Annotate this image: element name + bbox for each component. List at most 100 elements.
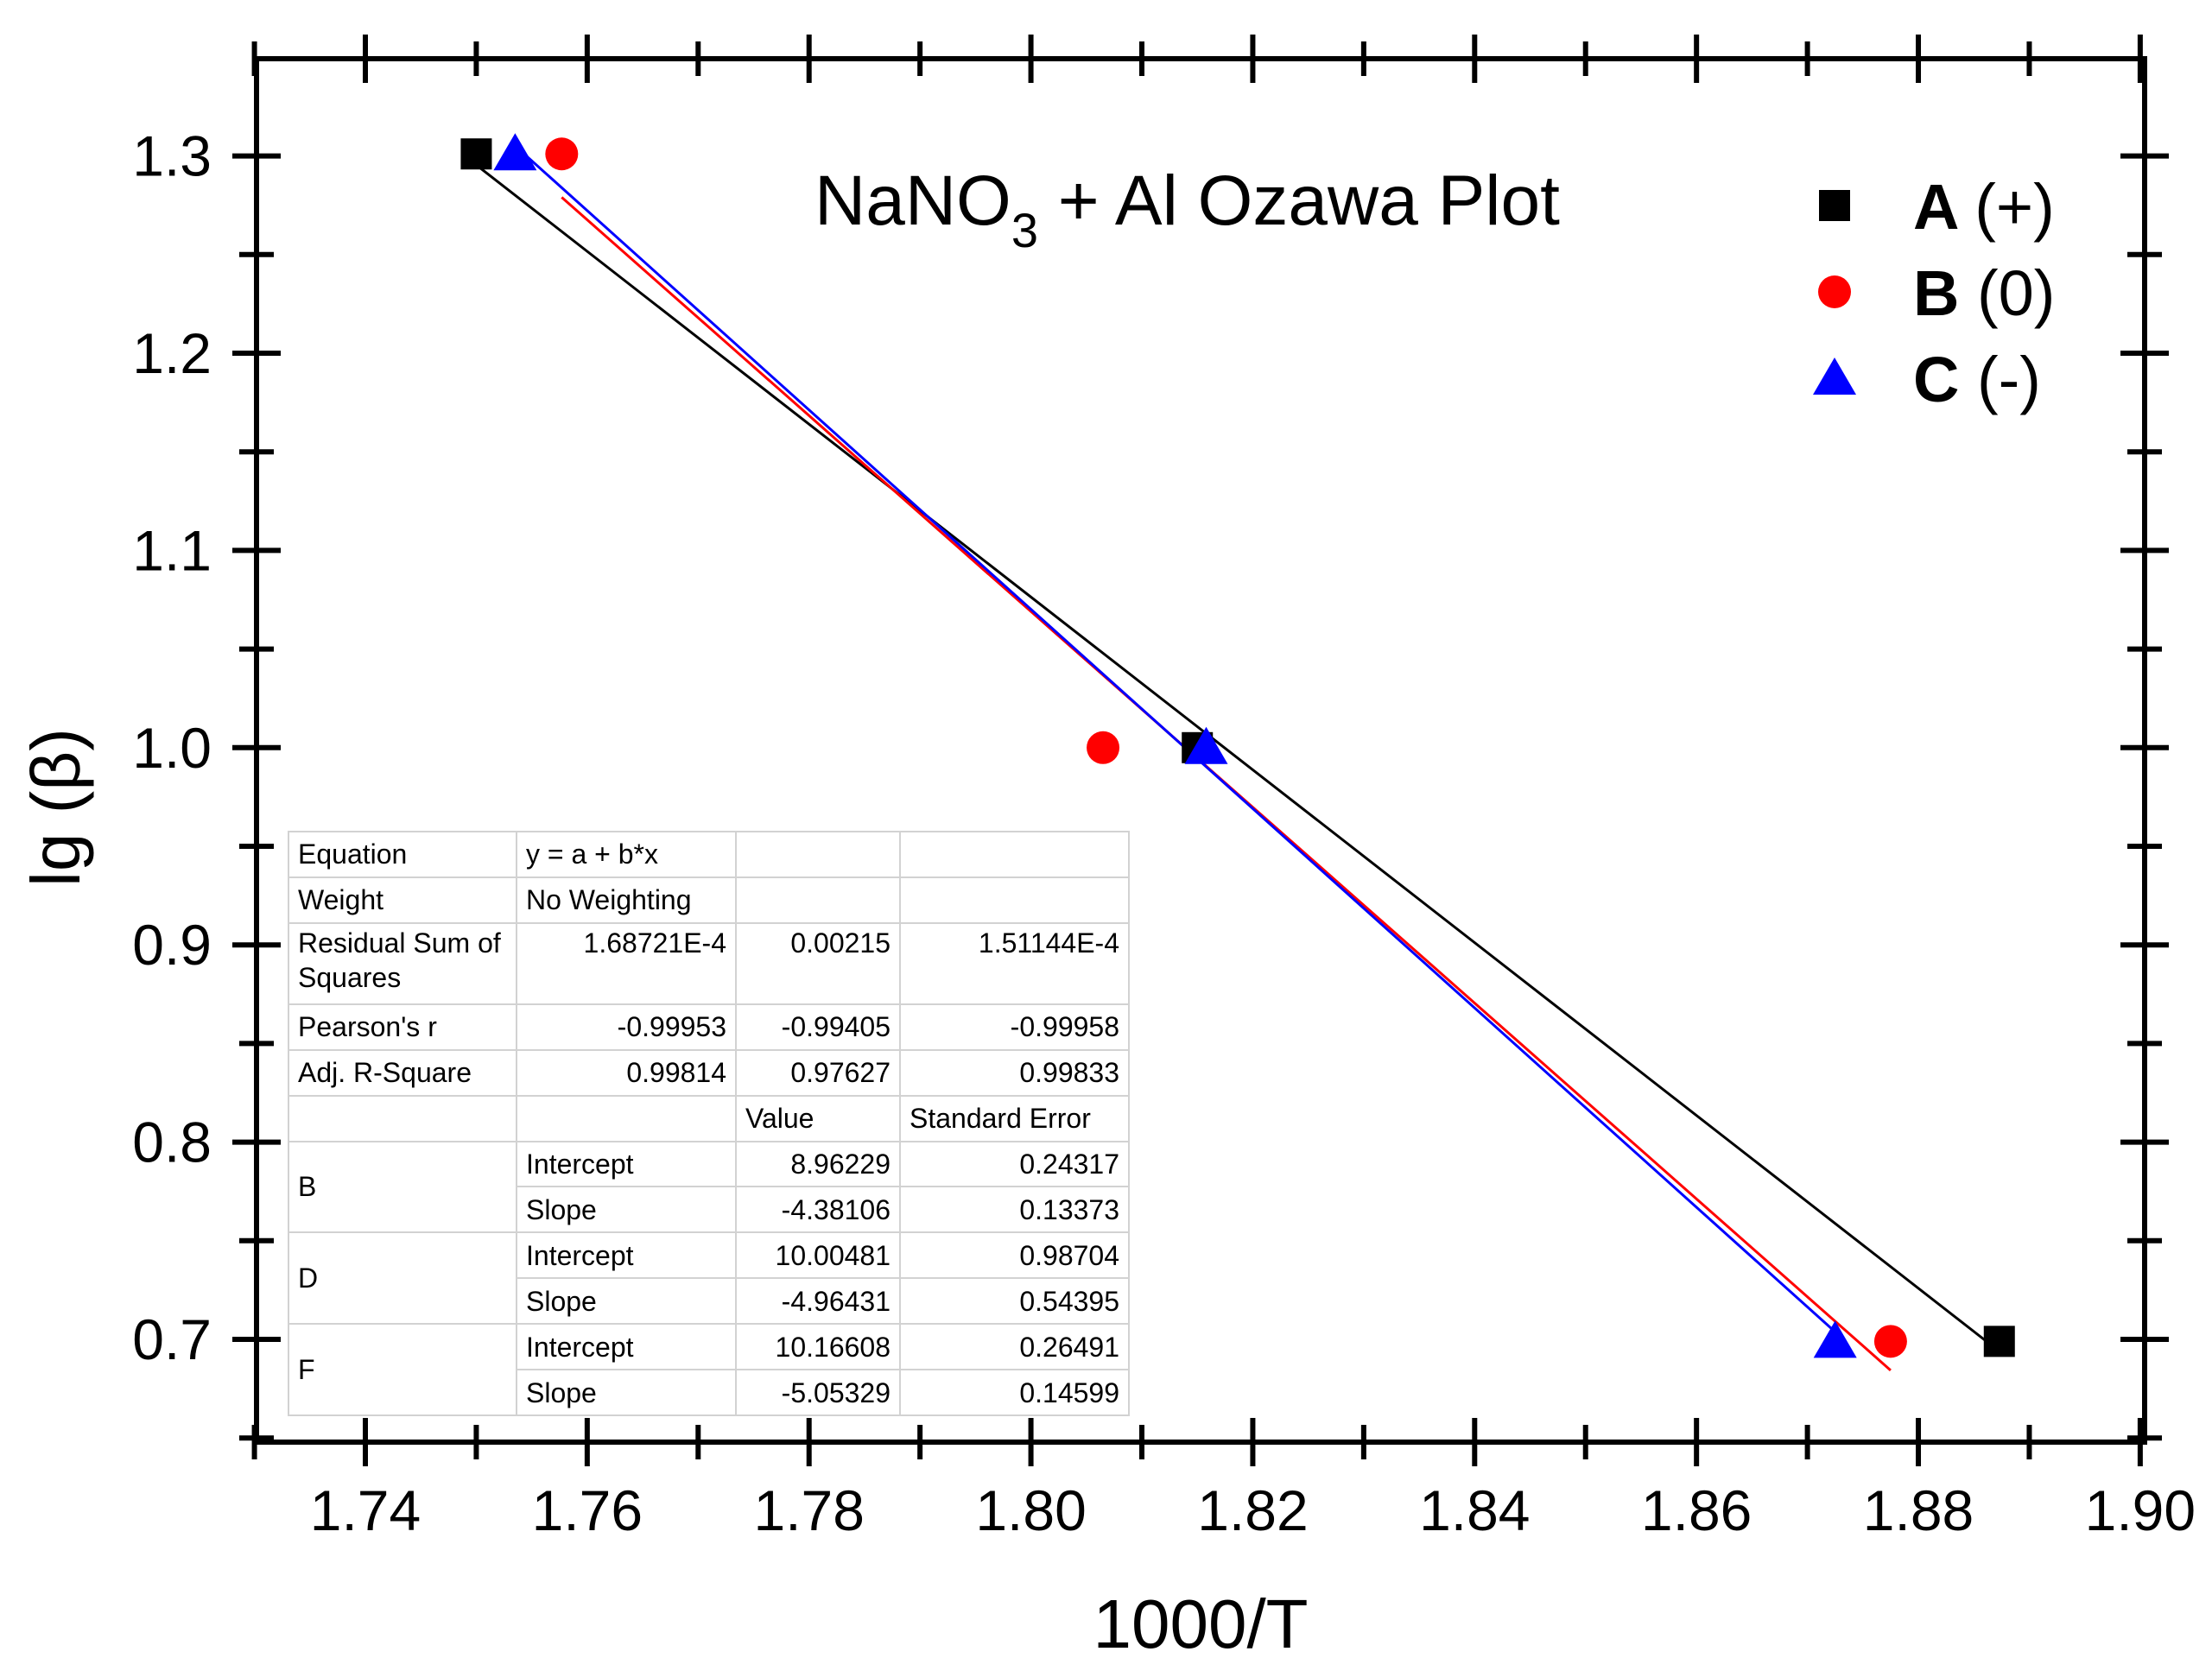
x-tick-labels: 1.74 1.76 1.78 1.80 1.82 1.84 1.86 1.88 1.90 xyxy=(310,1478,2196,1542)
stderr-header: Standard Error xyxy=(899,1094,1130,1142)
chart-title: NaNO3 + Al Ozawa Plot xyxy=(814,161,1560,257)
x-tick-label: 1.74 xyxy=(310,1478,421,1542)
axis-ticks xyxy=(232,35,2169,1466)
rss-value: 1.68721E-4 xyxy=(516,921,737,1005)
param-error: 0.26491 xyxy=(899,1323,1130,1371)
param-error: 0.24317 xyxy=(899,1140,1130,1188)
legend-label: B (0) xyxy=(1913,257,2055,329)
pearson-value: -0.99958 xyxy=(899,1003,1130,1051)
pearson-label: Pearson's r xyxy=(288,1003,517,1051)
legend-marker xyxy=(1813,358,1856,395)
group-label: D xyxy=(288,1231,517,1326)
weight-label: Weight xyxy=(288,876,517,924)
weight-value: No Weighting xyxy=(516,876,737,924)
plot-frame xyxy=(254,56,2147,1445)
data-point xyxy=(1983,1326,2015,1357)
equation-label: Equation xyxy=(288,831,517,878)
fit-statistics-table: Equation y = a + b*x Weight No Weighting… xyxy=(288,831,1130,1416)
param-value: 10.00481 xyxy=(735,1231,901,1280)
legend-letter: A xyxy=(1913,171,1974,243)
data-point xyxy=(1873,1325,1907,1358)
data-point xyxy=(1184,726,1228,764)
data-markers xyxy=(460,133,2015,1358)
param-value: 8.96229 xyxy=(735,1140,901,1188)
rss-value: 0.00215 xyxy=(735,921,901,1005)
fit-line xyxy=(514,144,1842,1338)
y-tick-labels: 0.7 0.8 0.9 1.0 1.1 1.2 1.3 xyxy=(132,124,212,1371)
data-point xyxy=(493,133,537,171)
data-point xyxy=(1813,1320,1857,1358)
fit-lines xyxy=(475,144,2000,1371)
y-tick-label: 1.2 xyxy=(132,321,212,385)
param-label: Slope xyxy=(516,1277,737,1326)
table-row: Slope -4.38106 0.13373 xyxy=(288,1186,1130,1234)
x-tick-label: 1.80 xyxy=(975,1478,1086,1542)
legend-sign: (-) xyxy=(1977,344,2041,415)
param-error: 0.13373 xyxy=(899,1186,1130,1234)
legend: A (+)B (0)C (-) xyxy=(1813,171,2055,415)
table-row: D Intercept 10.00481 0.98704 xyxy=(288,1231,1130,1326)
legend-letter: C xyxy=(1913,344,1977,415)
table-row: Equation y = a + b*x xyxy=(288,831,1130,878)
param-label: Intercept xyxy=(516,1231,737,1280)
legend-sign: (0) xyxy=(1977,257,2055,329)
table-row: Residual Sum of Squares 1.68721E-4 0.002… xyxy=(288,921,1130,1005)
adj-r-square-value: 0.99814 xyxy=(516,1048,737,1097)
table-row: Slope -4.96431 0.54395 xyxy=(288,1277,1130,1326)
adj-r-square-label: Adj. R-Square xyxy=(288,1048,517,1097)
equation-value: y = a + b*x xyxy=(516,831,737,878)
table-row: Pearson's r -0.99953 -0.99405 -0.99958 xyxy=(288,1003,1130,1051)
param-label: Intercept xyxy=(516,1140,737,1188)
y-tick-label: 1.0 xyxy=(132,716,212,780)
table-row: Slope -5.05329 0.14599 xyxy=(288,1369,1130,1416)
legend-label: A (+) xyxy=(1913,171,2055,243)
y-tick-label: 0.8 xyxy=(132,1111,212,1174)
data-point xyxy=(460,138,492,170)
param-value: 10.16608 xyxy=(735,1323,901,1371)
rss-value: 1.51144E-4 xyxy=(899,921,1130,1005)
param-label: Slope xyxy=(516,1369,737,1416)
table-row: Adj. R-Square 0.99814 0.97627 0.99833 xyxy=(288,1048,1130,1097)
table-row: Value Standard Error xyxy=(288,1094,1130,1142)
pearson-value: -0.99405 xyxy=(735,1003,901,1051)
table-row: B Intercept 8.96229 0.24317 xyxy=(288,1140,1130,1234)
fit-line xyxy=(475,163,2000,1353)
param-value: -4.96431 xyxy=(735,1277,901,1326)
value-header: Value xyxy=(735,1094,901,1142)
legend-label: C (-) xyxy=(1913,344,2041,415)
param-error: 0.14599 xyxy=(899,1369,1130,1416)
x-axis-title: 1000/T xyxy=(1093,1585,1308,1662)
legend-marker xyxy=(1819,190,1850,221)
legend-letter: B xyxy=(1913,257,1977,329)
table-row: Weight No Weighting xyxy=(288,876,1130,924)
data-point xyxy=(1087,731,1120,764)
param-value: -5.05329 xyxy=(735,1369,901,1416)
adj-r-square-value: 0.97627 xyxy=(735,1048,901,1097)
param-error: 0.54395 xyxy=(899,1277,1130,1326)
x-tick-label: 1.78 xyxy=(753,1478,864,1542)
param-value: -4.38106 xyxy=(735,1186,901,1234)
table-row: F Intercept 10.16608 0.26491 xyxy=(288,1323,1130,1416)
adj-r-square-value: 0.99833 xyxy=(899,1048,1130,1097)
rss-label: Residual Sum of Squares xyxy=(288,921,517,1005)
group-label: B xyxy=(288,1140,517,1234)
x-tick-label: 1.76 xyxy=(532,1478,643,1542)
param-error: 0.98704 xyxy=(899,1231,1130,1280)
x-tick-label: 1.88 xyxy=(1863,1478,1974,1542)
y-axis-title: lg (β) xyxy=(17,728,94,887)
x-tick-label: 1.90 xyxy=(2085,1478,2196,1542)
x-tick-label: 1.86 xyxy=(1641,1478,1752,1542)
x-tick-label: 1.84 xyxy=(1419,1478,1530,1542)
y-tick-label: 0.9 xyxy=(132,913,212,977)
legend-marker xyxy=(1818,275,1851,308)
data-point xyxy=(545,137,579,171)
y-tick-label: 1.1 xyxy=(132,518,212,582)
param-label: Slope xyxy=(516,1186,737,1234)
pearson-value: -0.99953 xyxy=(516,1003,737,1051)
y-tick-label: 0.7 xyxy=(132,1307,212,1371)
group-label: F xyxy=(288,1323,517,1416)
legend-sign: (+) xyxy=(1974,171,2055,243)
x-tick-label: 1.82 xyxy=(1197,1478,1308,1542)
y-tick-label: 1.3 xyxy=(132,124,212,188)
